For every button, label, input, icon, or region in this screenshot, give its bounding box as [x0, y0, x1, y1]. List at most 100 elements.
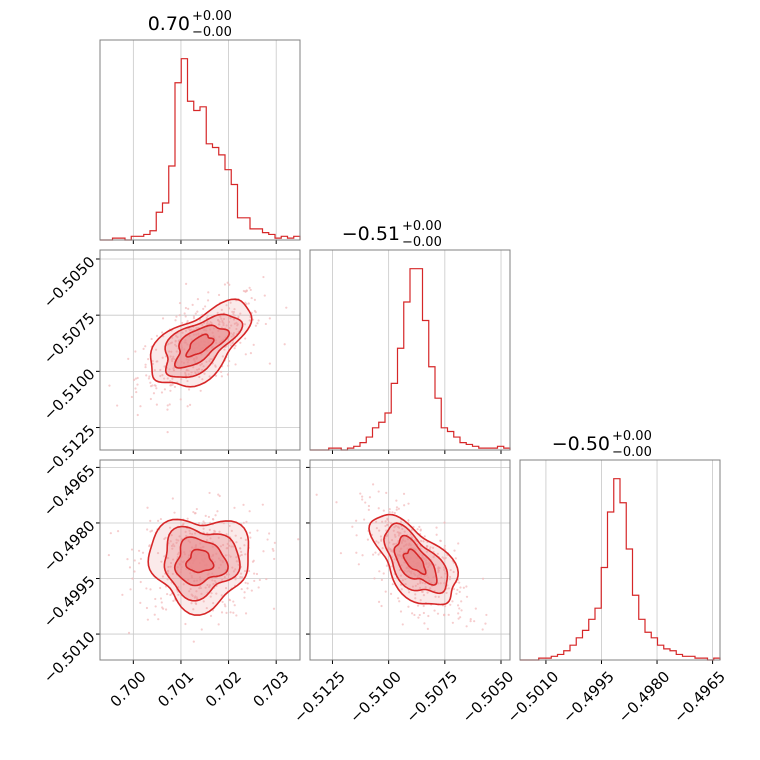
scatter-panel-1-0-point	[192, 317, 196, 320]
scatter-panel-2-0-point	[157, 618, 160, 621]
scatter-panel-2-1-point	[373, 577, 376, 580]
scatter-panel-1-0-point	[161, 317, 165, 320]
scatter-panel-2-0-point	[216, 510, 219, 513]
scatter-panel-2-1-point	[315, 493, 318, 496]
scatter-panel-2-0-contour-3	[185, 548, 215, 574]
scatter-panel-1-0-point	[228, 283, 231, 286]
scatter-panel-1-0-point	[205, 360, 208, 363]
scatter-panel-1-0-point	[155, 334, 159, 338]
scatter-panel-2-0-point	[181, 523, 184, 527]
scatter-panel-2-1-point	[398, 526, 401, 529]
scatter-panel-2-0-point	[198, 587, 201, 590]
scatter-panel-2-1-point	[439, 582, 442, 585]
scatter-panel-2-0-point	[228, 544, 231, 547]
scatter-panel-1-0-point	[249, 352, 253, 355]
scatter-panel-2-1-point	[428, 547, 431, 551]
x-tick-label-0-0: 0.700	[107, 668, 150, 711]
scatter-panel-2-0-point	[128, 566, 132, 569]
scatter-panel-1-0-point	[149, 381, 152, 384]
hist-panel-0-histogram	[100, 58, 301, 241]
scatter-panel-2-0-point	[239, 537, 243, 540]
hist-panel-2-frame	[519, 459, 721, 661]
scatter-panel-1-0-point	[233, 322, 236, 325]
scatter-panel-2-0-point	[273, 541, 276, 544]
scatter-panel-2-1-point	[429, 546, 432, 549]
scatter-panel-2-1-point	[380, 539, 383, 542]
scatter-panel-2-1-marks	[315, 483, 488, 631]
scatter-panel-2-0-point	[131, 577, 134, 580]
scatter-panel-1-0-point	[168, 350, 171, 353]
scatter-panel-2-1-point	[419, 579, 422, 582]
scatter-panel-1-0-point	[200, 362, 204, 365]
scatter-panel-2-1-point	[380, 578, 384, 581]
scatter-panel-1-0-point	[183, 312, 186, 315]
scatter-panel-1-0-point	[222, 317, 226, 321]
scatter-panel-1-0-point	[136, 376, 139, 380]
scatter-panel-1-0-point	[203, 372, 206, 375]
scatter-panel-1-0-point	[248, 286, 251, 289]
scatter-panel-2-0-point	[149, 519, 152, 522]
scatter-panel-2-0-point	[163, 555, 166, 558]
scatter-panel-1-0-point	[201, 378, 204, 381]
scatter-panel-1-0-point	[166, 404, 169, 407]
scatter-panel-2-1-point	[381, 520, 384, 523]
scatter-panel-2-0-point	[247, 569, 251, 573]
scatter-panel-2-0-point	[146, 528, 149, 531]
scatter-panel-2-0-point	[161, 606, 164, 609]
scatter-panel-2-1-point	[411, 585, 415, 588]
scatter-panel-2-0-point	[202, 527, 205, 530]
scatter-panel-2-0-point	[229, 555, 232, 558]
scatter-panel-1-0-point	[147, 358, 150, 361]
scatter-panel-2-0-point	[220, 594, 223, 597]
scatter-panel-1-0-point	[108, 384, 111, 387]
scatter-panel-1-0-point	[192, 315, 196, 318]
scatter-panel-1-0-point	[184, 315, 187, 318]
scatter-panel-2-1-point	[389, 592, 393, 595]
scatter-panel-2-1-point	[426, 627, 429, 630]
scatter-panel-2-0-point	[265, 577, 268, 581]
scatter-panel-2-0-point	[170, 534, 173, 537]
scatter-panel-2-0-point	[178, 535, 181, 538]
scatter-panel-1-0-point	[145, 374, 148, 377]
scatter-panel-2-1-point	[469, 620, 472, 623]
scatter-panel-1-0-point	[223, 283, 227, 286]
scatter-panel-1-0-point	[159, 368, 162, 372]
scatter-panel-1-0-point	[172, 355, 175, 358]
scatter-panel-2-0-point	[233, 506, 236, 509]
hist-panel-0-frame	[99, 39, 301, 241]
scatter-panel-2-0-point	[240, 550, 243, 554]
scatter-panel-2-1-point	[469, 618, 472, 621]
scatter-panel-2-0-point	[175, 538, 178, 541]
scatter-panel-1-0-point	[209, 358, 212, 361]
scatter-panel-2-1-point	[371, 483, 375, 486]
scatter-panel-2-0-point	[166, 578, 169, 581]
scatter-panel-2-1-point	[451, 621, 454, 624]
scatter-panel-2-1-point	[377, 553, 380, 556]
scatter-panel-1-0-point	[175, 315, 178, 318]
scatter-panel-2-1-point	[393, 542, 396, 546]
scatter-panel-1-0-point	[199, 389, 202, 392]
scatter-panel-2-1-point	[423, 622, 426, 625]
scatter-panel-2-0-point	[141, 551, 145, 554]
scatter-panel-2-1-point	[391, 511, 394, 514]
scatter-panel-2-1-point	[401, 527, 404, 531]
scatter-panel-2-0-point	[173, 511, 176, 514]
scatter-panel-1-0-point	[168, 368, 171, 371]
scatter-panel-1-0-point	[257, 319, 260, 322]
scatter-panel-2-1-point	[351, 525, 354, 528]
scatter-panel-2-1-point	[460, 600, 463, 603]
scatter-panel-2-0-point	[203, 521, 206, 525]
scatter-panel-2-0-point	[244, 612, 248, 615]
scatter-panel-2-1-point	[452, 587, 456, 591]
scatter-panel-2-0-point	[211, 579, 214, 582]
scatter-panel-1-0-point	[229, 301, 232, 304]
scatter-panel-2-1-point	[407, 605, 410, 608]
scatter-panel-2-1-point	[398, 600, 401, 603]
scatter-panel-1-0-point	[169, 355, 172, 358]
scatter-panel-1-0-point	[190, 328, 193, 331]
scatter-panel-1-0-point	[206, 314, 209, 317]
scatter-panel-2-0-point	[248, 510, 251, 513]
scatter-panel-2-0-point	[242, 521, 245, 524]
scatter-panel-2-0-point	[272, 549, 275, 552]
scatter-panel-1-0-point	[217, 323, 220, 326]
